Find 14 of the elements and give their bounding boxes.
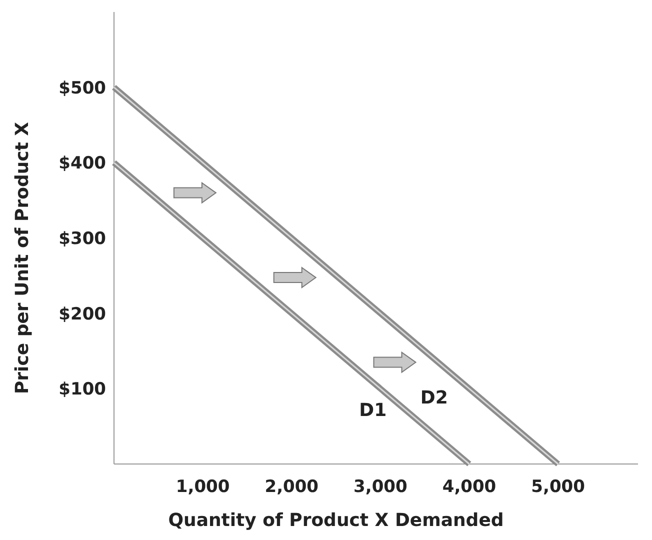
- y-tick-label: $400: [58, 154, 106, 174]
- y-tick-label: $500: [58, 78, 106, 98]
- x-tick-label: 1,000: [176, 477, 230, 497]
- y-tick-label: $100: [58, 380, 106, 400]
- x-tick-label: 5,000: [531, 477, 586, 497]
- y-axis-title: Price per Unit of Product X: [12, 122, 33, 394]
- x-axis-title: Quantity of Product X Demanded: [168, 510, 504, 531]
- series-label: D1: [359, 400, 387, 421]
- y-tick-label: $300: [58, 229, 106, 249]
- y-tick-label: $200: [58, 304, 106, 324]
- x-tick-label: 4,000: [442, 477, 496, 497]
- series-label: D2: [420, 388, 448, 409]
- x-tick-label: 2,000: [264, 477, 319, 497]
- x-tick-label: 3,000: [354, 477, 408, 497]
